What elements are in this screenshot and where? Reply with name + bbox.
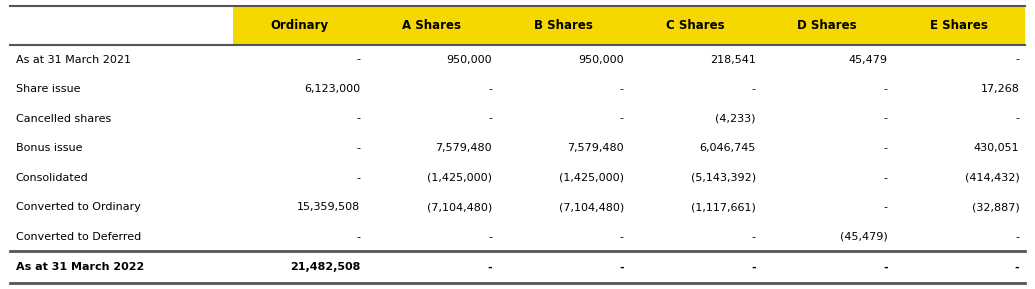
Text: Bonus issue: Bonus issue [16,143,82,153]
Text: Cancelled shares: Cancelled shares [16,114,111,124]
Text: Ordinary: Ordinary [270,19,328,32]
Text: -: - [883,262,888,272]
Text: Consolidated: Consolidated [16,173,88,183]
Text: B Shares: B Shares [534,19,593,32]
Text: 950,000: 950,000 [446,55,492,64]
Text: -: - [751,262,756,272]
Text: E Shares: E Shares [929,19,987,32]
Text: -: - [356,143,360,153]
Text: 218,541: 218,541 [710,55,756,64]
Text: -: - [751,84,756,94]
Text: -: - [620,114,624,124]
Text: 7,579,480: 7,579,480 [567,143,624,153]
Text: -: - [356,232,360,242]
Text: Converted to Deferred: Converted to Deferred [16,232,141,242]
Text: -: - [487,262,492,272]
Text: -: - [884,143,888,153]
Text: (1,425,000): (1,425,000) [427,173,492,183]
Text: As at 31 March 2021: As at 31 March 2021 [16,55,130,64]
Text: -: - [1015,55,1019,64]
Text: (4,233): (4,233) [715,114,756,124]
Text: -: - [1015,114,1019,124]
Text: 6,046,745: 6,046,745 [700,143,756,153]
Text: (7,104,480): (7,104,480) [559,202,624,212]
Text: (45,479): (45,479) [839,232,888,242]
Text: -: - [489,84,492,94]
Text: -: - [356,114,360,124]
Text: (5,143,392): (5,143,392) [690,173,756,183]
Text: 17,268: 17,268 [980,84,1019,94]
Text: 15,359,508: 15,359,508 [297,202,360,212]
Text: Share issue: Share issue [16,84,80,94]
Bar [234,6,1025,45]
Text: -: - [751,232,756,242]
Text: D Shares: D Shares [797,19,857,32]
Text: 21,482,508: 21,482,508 [290,262,360,272]
Text: -: - [620,232,624,242]
Text: 950,000: 950,000 [579,55,624,64]
Text: As at 31 March 2022: As at 31 March 2022 [16,262,144,272]
Text: -: - [620,84,624,94]
Text: -: - [489,114,492,124]
Text: 6,123,000: 6,123,000 [304,84,360,94]
Text: -: - [884,173,888,183]
Text: Converted to Ordinary: Converted to Ordinary [16,202,141,212]
Text: 45,479: 45,479 [849,55,888,64]
Text: -: - [489,232,492,242]
Text: 7,579,480: 7,579,480 [436,143,492,153]
Text: (414,432): (414,432) [965,173,1019,183]
Text: -: - [1015,262,1019,272]
Text: -: - [884,202,888,212]
Text: (7,104,480): (7,104,480) [426,202,492,212]
Text: -: - [884,114,888,124]
Text: -: - [1015,232,1019,242]
Text: A Shares: A Shares [402,19,461,32]
Text: -: - [356,173,360,183]
Text: (1,425,000): (1,425,000) [559,173,624,183]
Text: -: - [884,84,888,94]
Text: -: - [619,262,624,272]
Text: 430,051: 430,051 [974,143,1019,153]
Text: -: - [356,55,360,64]
Text: (1,117,661): (1,117,661) [691,202,756,212]
Text: C Shares: C Shares [666,19,724,32]
Text: (32,887): (32,887) [972,202,1019,212]
